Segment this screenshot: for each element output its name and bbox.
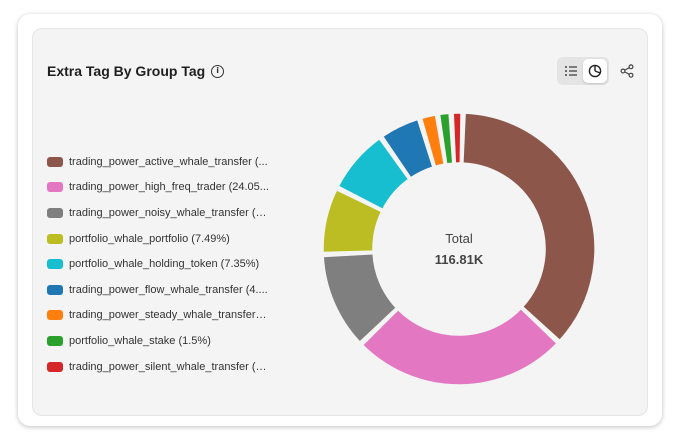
legend-item[interactable]: trading_power_high_freq_trader (24.05... (47, 175, 269, 201)
legend-item[interactable]: trading_power_steady_whale_transfer (... (47, 303, 269, 329)
legend-item[interactable]: portfolio_whale_portfolio (7.49%) (47, 226, 269, 252)
info-icon[interactable]: i (211, 64, 225, 78)
legend-swatch (47, 156, 63, 167)
list-icon (565, 66, 577, 76)
donut-center-label: Total 116.81K (409, 231, 509, 267)
chart-legend: trading_power_active_whale_transfer (...… (47, 149, 269, 379)
legend-item[interactable]: portfolio_whale_stake (1.5%) (47, 328, 269, 354)
legend-swatch (47, 207, 63, 218)
widget-frame: Extra Tag By Group Tag i (18, 14, 662, 426)
legend-item[interactable]: trading_power_noisy_whale_transfer (1... (47, 200, 269, 226)
share-icon (620, 64, 634, 78)
chart-card: Extra Tag By Group Tag i (32, 28, 648, 416)
legend-swatch (47, 259, 63, 270)
card-header: Extra Tag By Group Tag i (47, 63, 225, 79)
view-toggle (557, 57, 609, 85)
donut-slice-trading-power-steady-whale-transfer[interactable] (420, 114, 445, 168)
card-toolbar (557, 57, 639, 85)
legend-swatch (47, 310, 63, 321)
share-button[interactable] (615, 59, 639, 83)
legend-item[interactable]: trading_power_flow_whale_transfer (4.... (47, 277, 269, 303)
legend-item[interactable]: trading_power_active_whale_transfer (... (47, 149, 269, 175)
legend-swatch (47, 284, 63, 295)
list-view-button[interactable] (559, 59, 583, 83)
donut-slice-trading-power-active-whale-transfer[interactable] (462, 112, 596, 342)
legend-swatch (47, 182, 63, 193)
legend-item[interactable]: trading_power_silent_whale_transfer (1..… (47, 354, 269, 380)
total-value: 116.81K (434, 252, 484, 267)
donut-slice-portfolio-whale-portfolio[interactable] (322, 189, 383, 254)
donut-slice-trading-power-silent-whale-transfer[interactable] (452, 112, 462, 164)
donut-slice-portfolio-whale-stake[interactable] (438, 112, 454, 165)
donut-slice-trading-power-noisy-whale-transfer[interactable] (322, 253, 398, 343)
donut-slice-trading-power-high-freq-trader[interactable] (361, 307, 558, 386)
legend-swatch (47, 361, 63, 372)
legend-swatch (47, 335, 63, 346)
total-label: Total (445, 231, 473, 246)
legend-swatch (47, 233, 63, 244)
card-title: Extra Tag By Group Tag (47, 63, 206, 79)
donut-slice-trading-power-flow-whale-transfer[interactable] (381, 118, 434, 179)
pie-chart-icon (588, 64, 602, 78)
legend-item[interactable]: portfolio_whale_holding_token (7.35%) (47, 251, 269, 277)
donut-chart (322, 112, 596, 386)
pie-view-button[interactable] (583, 59, 607, 83)
donut-slice-portfolio-whale-holding-token[interactable] (337, 138, 410, 211)
